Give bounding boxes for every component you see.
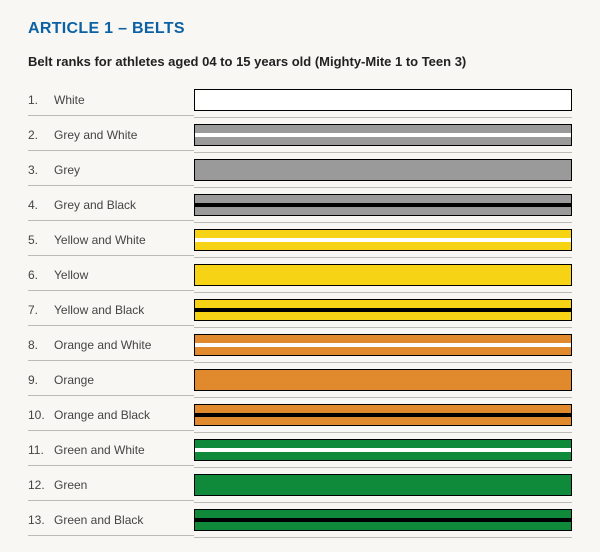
belt-row-name: Green and Black [54,505,194,536]
belt-swatch [194,404,572,426]
belt-ranks-subtitle: Belt ranks for athletes aged 04 to 15 ye… [28,54,572,69]
belt-stripe [195,203,571,207]
belt-swatch [194,89,572,111]
belt-row-name: Grey and White [54,120,194,151]
belt-swatch-cell [194,293,572,328]
belt-row-number: 11. [28,435,54,466]
belt-swatch [194,124,572,146]
belt-swatch [194,194,572,216]
belt-swatch-cell [194,398,572,433]
belt-row-name: Green and White [54,435,194,466]
belt-row-name: Grey [54,155,194,186]
belt-swatch [194,474,572,496]
belt-swatch-cell [194,503,572,538]
page: ARTICLE 1 – BELTS Belt ranks for athlete… [0,0,600,552]
belt-swatch [194,439,572,461]
belt-swatch-cell [194,223,572,258]
belt-list: 1.White2.Grey and White3.Grey4.Grey and … [28,83,572,538]
belt-row-name: Orange [54,365,194,396]
belt-swatch [194,229,572,251]
belt-swatch-cell [194,188,572,223]
belt-row-number: 13. [28,505,54,536]
belt-row-number: 5. [28,225,54,256]
belt-swatch [194,299,572,321]
belt-swatch [194,264,572,286]
belt-swatch [194,159,572,181]
belt-row-number: 9. [28,365,54,396]
belt-swatch-cell [194,83,572,118]
belt-swatch-cell [194,258,572,293]
belt-row-number: 8. [28,330,54,361]
belt-swatch-cell [194,118,572,153]
belt-row-name: Yellow [54,260,194,291]
belt-row-number: 4. [28,190,54,221]
belt-swatch-cell [194,153,572,188]
belt-stripe [195,448,571,452]
belt-row-number: 3. [28,155,54,186]
belt-row-number: 2. [28,120,54,151]
belt-row-name: Grey and Black [54,190,194,221]
belt-swatch [194,334,572,356]
belt-swatch-cell [194,363,572,398]
belt-row-name: Orange and White [54,330,194,361]
belt-row-number: 12. [28,470,54,501]
belt-swatch-cell [194,468,572,503]
belt-swatch [194,369,572,391]
belt-swatch [194,509,572,531]
belt-row-name: Yellow and Black [54,295,194,326]
belt-stripe [195,238,571,242]
belt-stripe [195,133,571,137]
belt-stripe [195,518,571,522]
belt-row-number: 7. [28,295,54,326]
belt-row-number: 1. [28,85,54,116]
belt-row-name: Yellow and White [54,225,194,256]
belt-stripe [195,308,571,312]
belt-row-number: 6. [28,260,54,291]
belt-row-name: White [54,85,194,116]
belt-row-name: Green [54,470,194,501]
belt-row-name: Orange and Black [54,400,194,431]
belt-swatch-cell [194,433,572,468]
article-title: ARTICLE 1 – BELTS [28,20,572,38]
belt-row-number: 10. [28,400,54,431]
belt-swatch-cell [194,328,572,363]
belt-stripe [195,413,571,417]
belt-stripe [195,343,571,347]
